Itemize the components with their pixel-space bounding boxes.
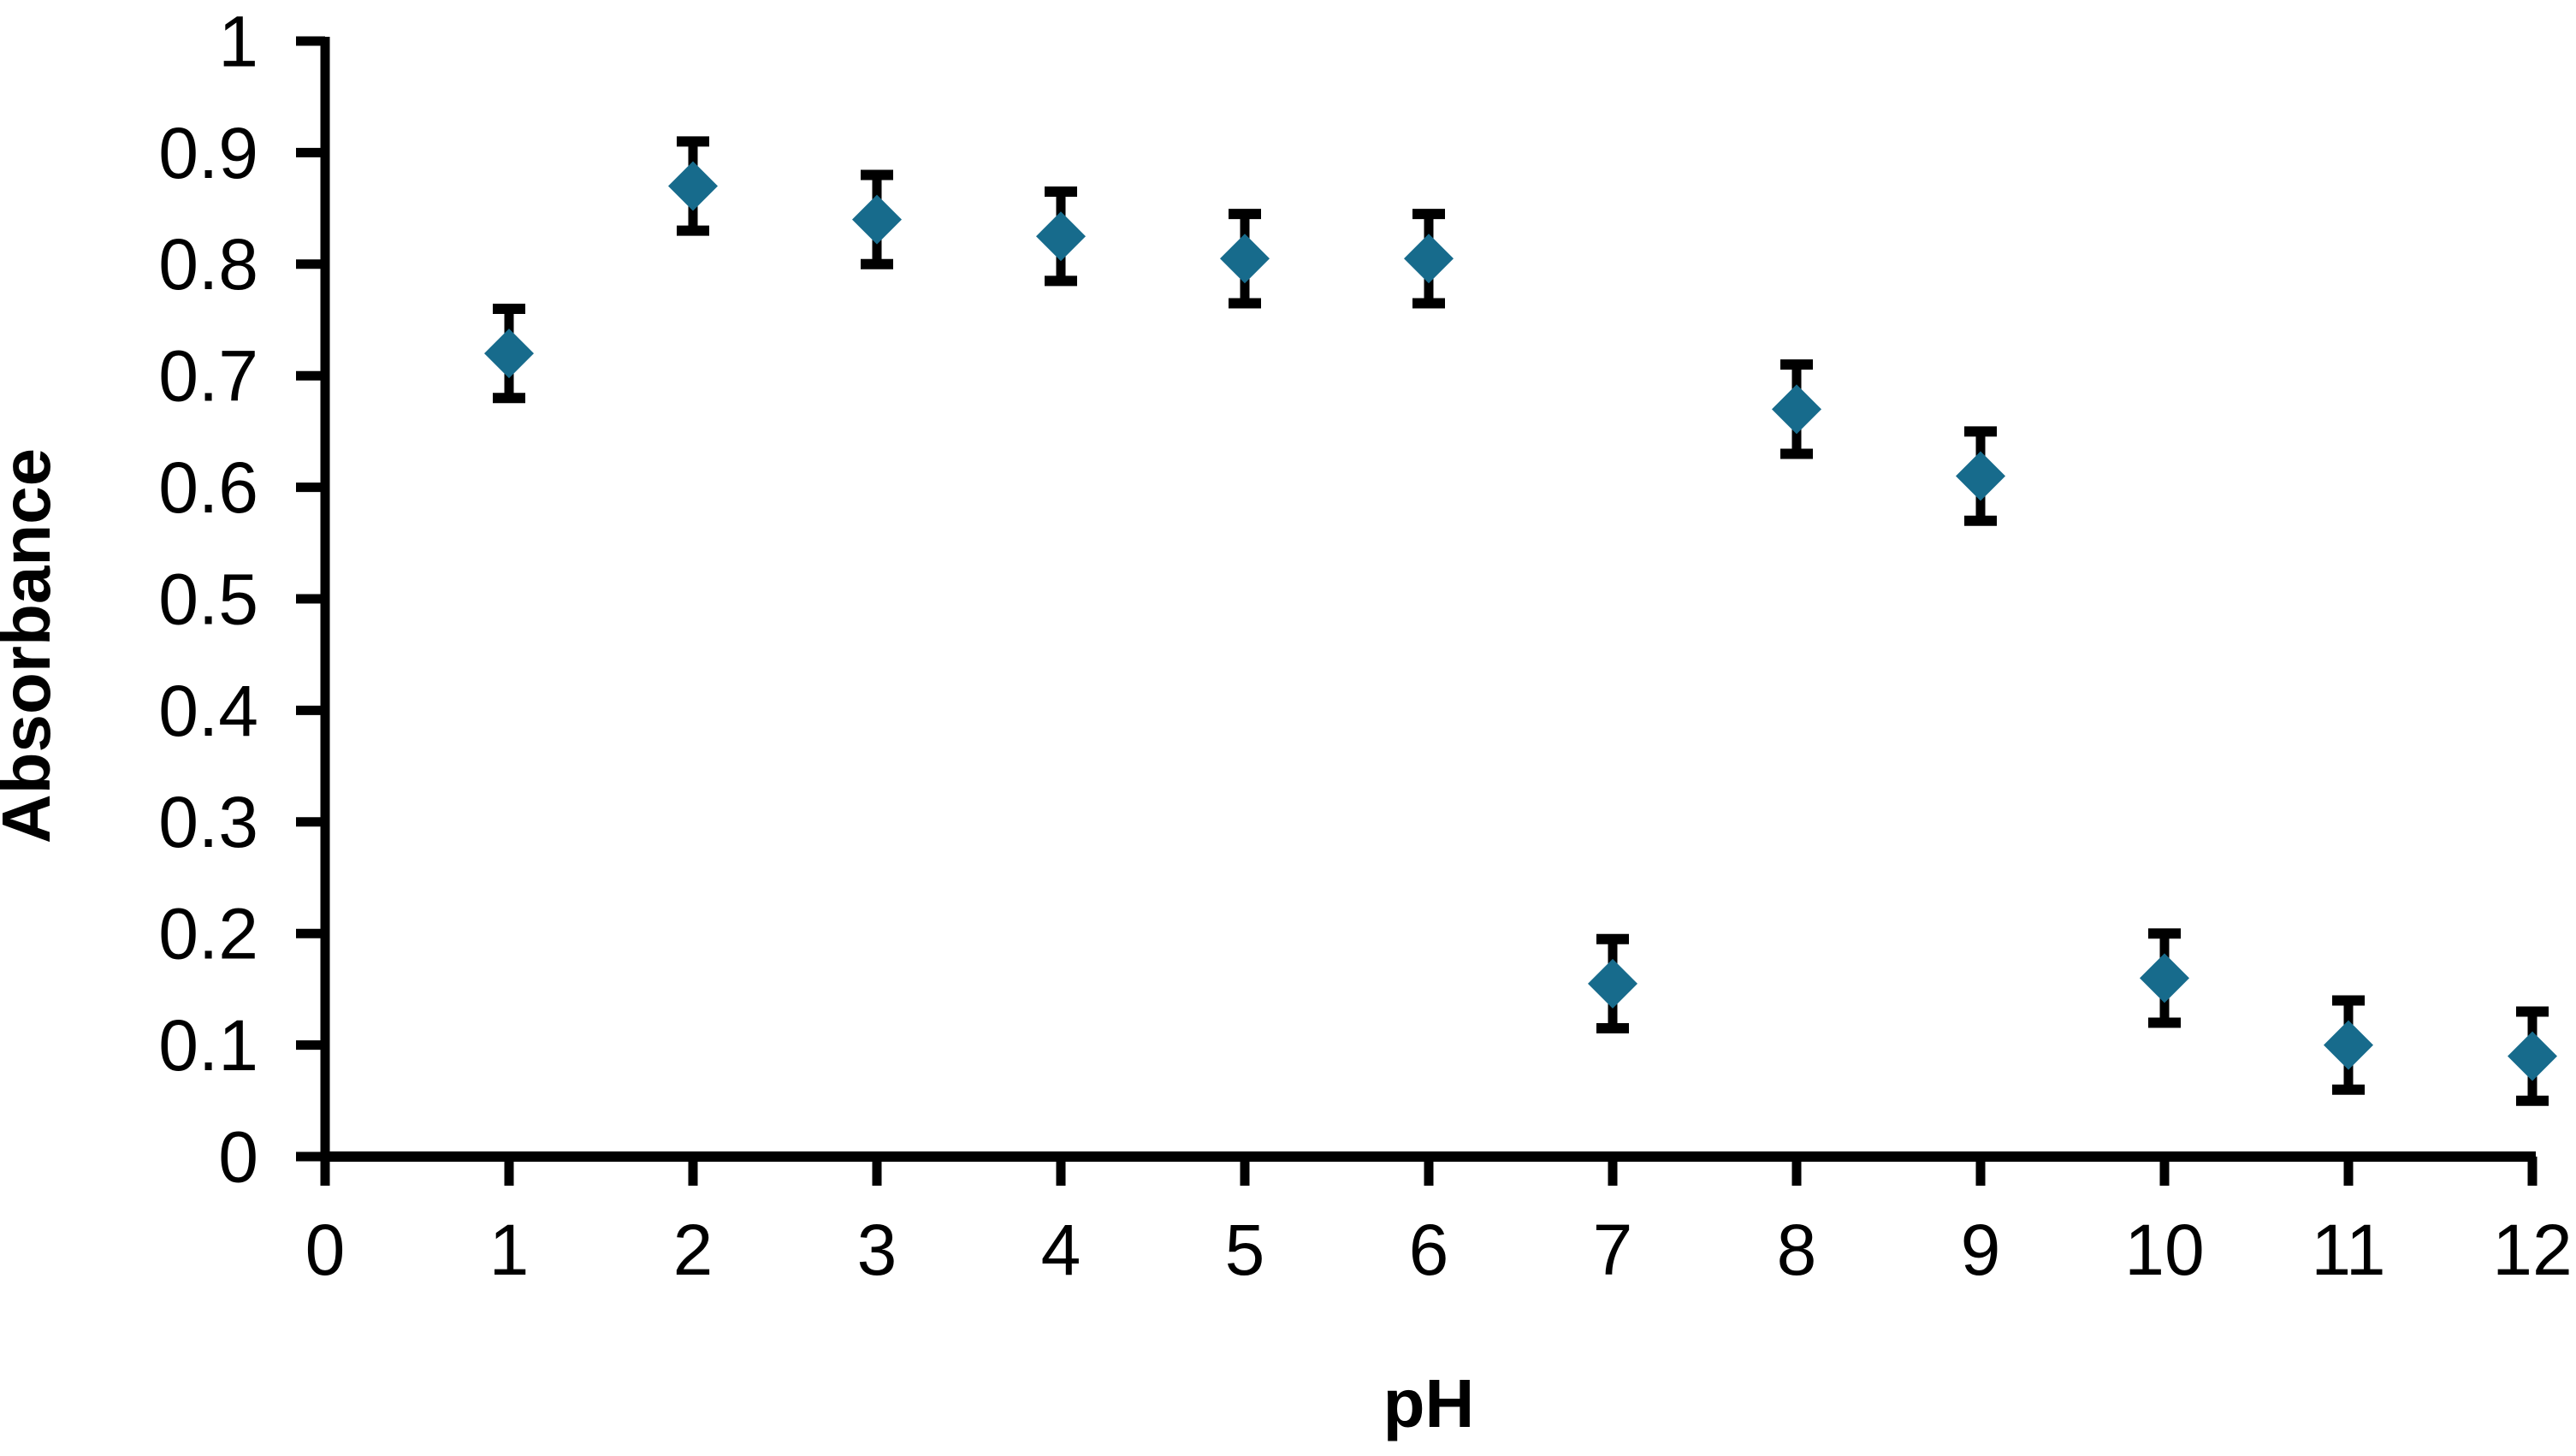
diamond-marker	[1036, 211, 1086, 262]
diamond-marker	[1956, 451, 2005, 501]
y-tick-label: 1	[218, 1, 258, 81]
y-tick-label: 0.8	[158, 224, 258, 305]
x-tick-label: 8	[1777, 1210, 1817, 1290]
y-tick-label: 0.3	[158, 782, 258, 862]
x-tick-label: 9	[1961, 1210, 2001, 1290]
data-point-ph-4	[1036, 186, 1086, 287]
x-axis-title: pH	[1383, 1365, 1475, 1441]
diamond-marker	[2140, 953, 2189, 1003]
y-tick-label: 0.6	[158, 447, 258, 528]
x-tick-label: 1	[489, 1210, 530, 1290]
x-tick-label: 6	[1409, 1210, 1449, 1290]
data-point-ph-11	[2324, 995, 2373, 1095]
data-point-ph-10	[2140, 928, 2189, 1028]
data-point-ph-1	[484, 303, 534, 404]
y-tick-label: 0.9	[158, 113, 258, 193]
data-point-ph-3	[852, 169, 902, 269]
x-tick-label: 5	[1225, 1210, 1265, 1290]
data-point-ph-6	[1404, 209, 1454, 309]
x-tick-label: 10	[2124, 1210, 2204, 1290]
y-axis-title: Absorbance	[0, 448, 64, 843]
y-tick-label: 0.5	[158, 559, 258, 639]
diamond-marker	[668, 161, 718, 211]
x-tick-label: 7	[1593, 1210, 1633, 1290]
diamond-marker	[1220, 234, 1270, 284]
data-points-layer	[484, 136, 2557, 1106]
data-point-ph-2	[668, 136, 718, 236]
y-tick-label: 0	[218, 1116, 258, 1197]
x-tick-label: 3	[857, 1210, 897, 1290]
y-tick-label: 0.1	[158, 1005, 258, 1086]
diamond-marker	[2324, 1020, 2373, 1070]
y-tick-label: 0.7	[158, 336, 258, 417]
x-tick-label: 11	[2311, 1210, 2385, 1290]
x-tick-label: 4	[1041, 1210, 1081, 1290]
data-point-ph-12	[2508, 1006, 2557, 1106]
y-tick-label: 0.4	[158, 671, 258, 751]
x-tick-label: 0	[305, 1210, 346, 1290]
diamond-marker	[852, 194, 902, 245]
data-point-ph-8	[1772, 359, 1821, 459]
axes-layer: 00.10.20.30.40.50.60.70.80.910 1 2 3 4 5 6 7 8 9 1…	[158, 1, 2573, 1290]
diamond-marker	[1772, 384, 1821, 435]
diamond-marker	[1404, 234, 1454, 284]
diamond-marker	[484, 328, 534, 379]
diamond-marker	[2508, 1031, 2557, 1081]
data-point-ph-5	[1220, 209, 1270, 309]
x-tick-label: 2	[673, 1210, 714, 1290]
data-point-ph-7	[1588, 933, 1637, 1034]
x-tick-label: 12	[2492, 1210, 2572, 1290]
y-tick-label: 0.2	[158, 894, 258, 974]
diamond-marker	[1588, 958, 1637, 1009]
data-point-ph-9	[1956, 426, 2005, 526]
